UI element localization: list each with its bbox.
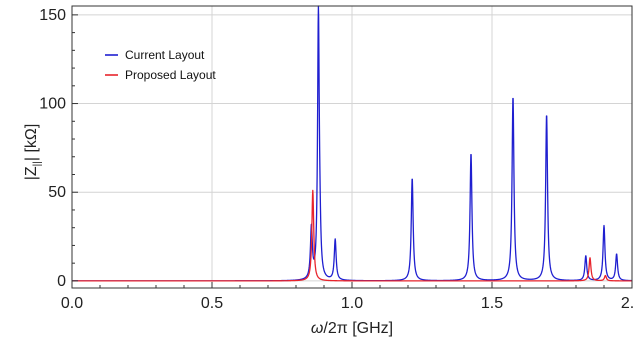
series-line-proposed-layout <box>71 189 633 282</box>
y-tick-label: 50 <box>48 184 66 201</box>
x-tick-label: 1.0 <box>341 295 363 312</box>
y-axis-label-sub: || <box>32 161 43 166</box>
legend-label-current: Current Layout <box>125 48 205 62</box>
x-tick-label: 0.5 <box>201 295 223 312</box>
legend: Current Layout Proposed Layout <box>105 48 216 82</box>
x-tick-label: 1.5 <box>481 295 503 312</box>
y-tick-label: 100 <box>39 96 66 113</box>
x-axis-label-omega: ω <box>311 320 323 337</box>
y-tick-label: 150 <box>39 7 66 24</box>
axis-ticks: 0.0 0.5 1.0 1.5 2.0 0 50 100 150 <box>39 7 633 312</box>
x-tick-label: 0.0 <box>61 295 83 312</box>
legend-label-proposed: Proposed Layout <box>125 68 216 82</box>
y-tick-label: 0 <box>57 273 66 290</box>
x-tick-label: 2.0 <box>621 295 633 312</box>
y-axis-label-main: |Z <box>23 166 40 180</box>
y-axis-label: |Z||| [kΩ] <box>23 124 43 181</box>
y-axis-label-rest: | [kΩ] <box>23 124 40 161</box>
x-axis-label-rest: /2π [GHz] <box>323 320 393 337</box>
series-lines <box>71 5 633 282</box>
x-axis-label: ω/2π [GHz] <box>311 320 393 337</box>
